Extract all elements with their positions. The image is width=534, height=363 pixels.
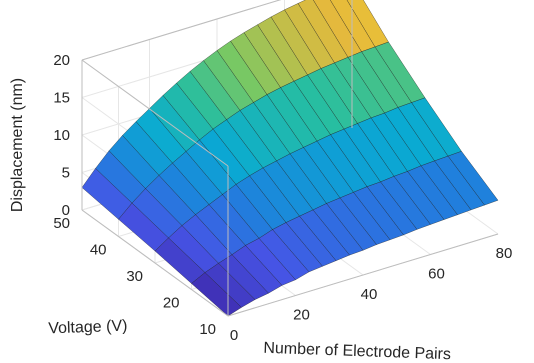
- z-tick-label: 5: [62, 165, 70, 182]
- x-axis-label: Number of Electrode Pairs: [263, 340, 451, 363]
- x-tick-label: 80: [496, 245, 513, 262]
- y-tick-label: 20: [163, 295, 180, 312]
- y-tick-label: 40: [90, 242, 107, 259]
- x-tick-label: 60: [428, 266, 445, 283]
- x-tick-label: 20: [293, 307, 310, 324]
- axes-layer: [81, 0, 499, 317]
- surface-layer: [81, 0, 499, 317]
- y-tick-label: 50: [53, 215, 70, 232]
- z-tick-label: 0: [62, 202, 70, 219]
- x-tick-label: 40: [361, 286, 378, 303]
- ticks-layer: 0 5 10 15 20 0 20 40 60 80 10 20 30 40 50: [53, 52, 512, 344]
- z-tick-label: 15: [53, 90, 70, 107]
- x-tick-label: 0: [230, 327, 238, 344]
- z-axis-label: Displacement (nm): [9, 78, 26, 212]
- surface-patch: [191, 272, 242, 317]
- y-axis-line: [81, 209, 229, 317]
- y-axis-label: Voltage (V): [48, 318, 128, 338]
- x-axis-line: [227, 233, 499, 317]
- z-tick-label: 10: [53, 127, 70, 144]
- axes-box-edge: [81, 59, 229, 167]
- z-tick-label: 20: [53, 52, 70, 69]
- y-tick-label: 30: [126, 268, 143, 285]
- axes-box-edge: [81, 0, 282, 61]
- y-tick-label: 10: [199, 321, 216, 338]
